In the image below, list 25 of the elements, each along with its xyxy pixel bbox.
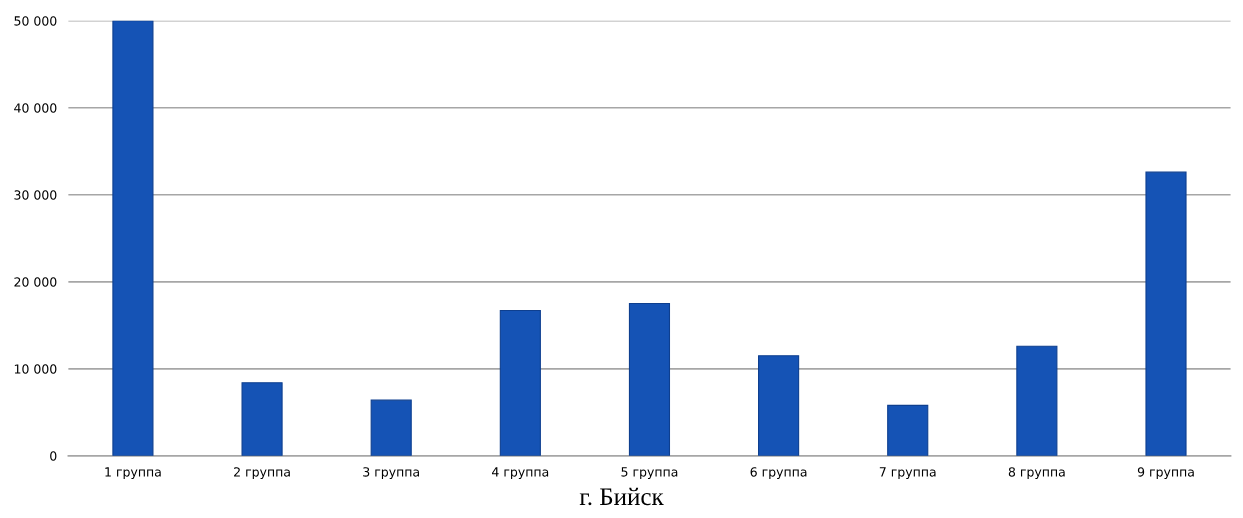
bar xyxy=(1145,171,1187,456)
bar xyxy=(887,404,929,456)
y-tick-label: 40 000 xyxy=(14,103,57,113)
bar xyxy=(241,382,283,456)
x-tick-label: 6 группа xyxy=(750,467,807,480)
y-tick-label: 30 000 xyxy=(14,190,57,200)
bar xyxy=(499,309,541,456)
x-tick-label: 7 группа xyxy=(879,467,936,480)
text: г. Бийск xyxy=(579,487,664,506)
y-tick-label: 0 xyxy=(50,451,57,461)
x-tick-label: 3 группа xyxy=(363,467,419,480)
bar xyxy=(628,302,671,456)
x-tick-label: 8 группа xyxy=(1008,467,1065,480)
x-tick-label: 1 группа xyxy=(105,467,161,480)
x-tick-label: 9 группа xyxy=(1137,467,1194,480)
bar xyxy=(1016,345,1058,456)
bar xyxy=(370,399,412,456)
x-tick-label: 5 группа xyxy=(621,467,678,480)
x-tick-label: 4 группа xyxy=(492,467,549,480)
y-tick-label: 50 000 xyxy=(14,16,57,26)
bar xyxy=(758,355,800,456)
bar xyxy=(112,20,154,456)
x-tick-label: 2 группа xyxy=(234,467,290,480)
y-tick-label: 20 000 xyxy=(14,277,57,287)
y-tick-label: 10 000 xyxy=(14,364,57,374)
